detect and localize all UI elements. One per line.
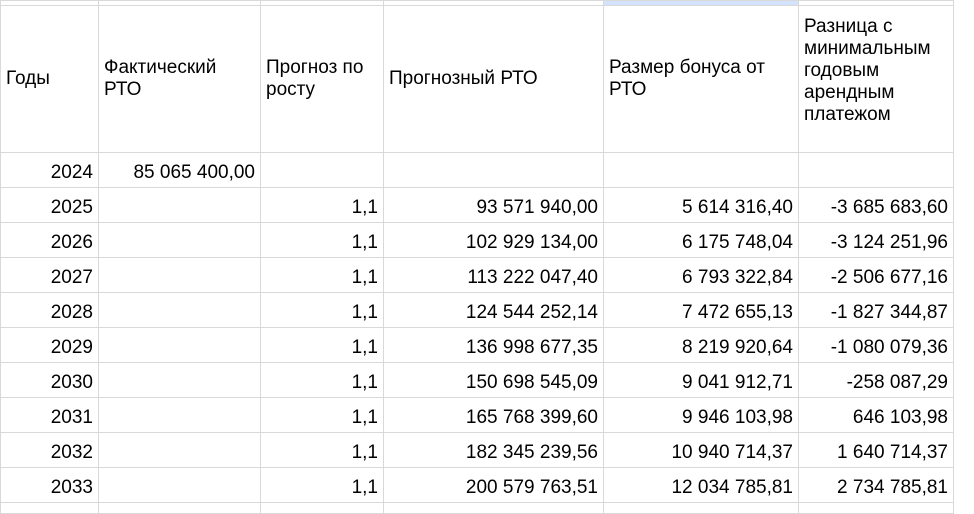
cell-growth[interactable]: [260, 152, 384, 188]
cell-bonus[interactable]: 7 472 655,13: [603, 292, 799, 328]
table-row: 2025 1,1 93 571 940,00 5 614 316,40 -3 685 6…: [0, 187, 954, 223]
cell-actual-rto[interactable]: [98, 362, 261, 398]
cell-year[interactable]: 2032: [0, 432, 99, 468]
cell-forecast-rto[interactable]: 165 768 399,60: [383, 397, 604, 433]
cell-difference[interactable]: 1 640 714,37: [798, 432, 954, 468]
cell-difference[interactable]: 646 103,98: [798, 397, 954, 433]
cell-year[interactable]: 2031: [0, 397, 99, 433]
header-cell-difference[interactable]: Разница с минимальным годовым арендным п…: [798, 5, 954, 153]
cell-growth[interactable]: 1,1: [260, 362, 384, 398]
cell-growth[interactable]: 1,1: [260, 432, 384, 468]
cell-actual-rto[interactable]: [98, 467, 261, 503]
cell-difference[interactable]: -1 827 344,87: [798, 292, 954, 328]
header-cell-forecast-rto[interactable]: Прогнозный РТО: [383, 5, 604, 153]
cell-actual-rto[interactable]: [98, 292, 261, 328]
cell[interactable]: [383, 502, 604, 514]
cell-bonus[interactable]: [603, 152, 799, 188]
cell-growth[interactable]: 1,1: [260, 397, 384, 433]
cell-actual-rto[interactable]: [98, 327, 261, 363]
cell-year[interactable]: 2025: [0, 187, 99, 223]
cell-bonus[interactable]: 6 793 322,84: [603, 257, 799, 293]
cell[interactable]: [603, 502, 799, 514]
cell-bonus[interactable]: 8 219 920,64: [603, 327, 799, 363]
cell-growth[interactable]: 1,1: [260, 467, 384, 503]
cell-year[interactable]: 2028: [0, 292, 99, 328]
cell-growth[interactable]: 1,1: [260, 222, 384, 258]
cell-bonus[interactable]: 6 175 748,04: [603, 222, 799, 258]
cell-forecast-rto[interactable]: 93 571 940,00: [383, 187, 604, 223]
cell-difference[interactable]: -2 506 677,16: [798, 257, 954, 293]
cell-difference[interactable]: [798, 152, 954, 188]
cell-bonus[interactable]: 5 614 316,40: [603, 187, 799, 223]
cell-actual-rto[interactable]: [98, 257, 261, 293]
cell-difference[interactable]: -258 087,29: [798, 362, 954, 398]
cell-growth[interactable]: 1,1: [260, 257, 384, 293]
cell-bonus[interactable]: 10 940 714,37: [603, 432, 799, 468]
cell-forecast-rto[interactable]: 182 345 239,56: [383, 432, 604, 468]
table-row: 2026 1,1 102 929 134,00 6 175 748,04 -3 124 …: [0, 222, 954, 258]
cell-year[interactable]: 2027: [0, 257, 99, 293]
table-row: 2028 1,1 124 544 252,14 7 472 655,13 -1 827 …: [0, 292, 954, 328]
cell-bonus[interactable]: 12 034 785,81: [603, 467, 799, 503]
partial-row: [0, 502, 954, 514]
table-row: 2031 1,1 165 768 399,60 9 946 103,98 646 103…: [0, 397, 954, 433]
header-cell-bonus[interactable]: Размер бонуса от РТО: [603, 5, 799, 153]
table-row: 2033 1,1 200 579 763,51 12 034 785,81 2 734 …: [0, 467, 954, 503]
table-row: 2029 1,1 136 998 677,35 8 219 920,64 -1 080 …: [0, 327, 954, 363]
cell-actual-rto[interactable]: 85 065 400,00: [98, 152, 261, 188]
cell-year[interactable]: 2026: [0, 222, 99, 258]
cell[interactable]: [260, 502, 384, 514]
cell-actual-rto[interactable]: [98, 432, 261, 468]
cell-growth[interactable]: 1,1: [260, 327, 384, 363]
cell-actual-rto[interactable]: [98, 187, 261, 223]
cell-difference[interactable]: -3 124 251,96: [798, 222, 954, 258]
cell-year[interactable]: 2029: [0, 327, 99, 363]
cell-difference[interactable]: -1 080 079,36: [798, 327, 954, 363]
table-row: 2030 1,1 150 698 545,09 9 041 912,71 -258 08…: [0, 362, 954, 398]
cell-actual-rto[interactable]: [98, 397, 261, 433]
cell-forecast-rto[interactable]: [383, 152, 604, 188]
cell-forecast-rto[interactable]: 136 998 677,35: [383, 327, 604, 363]
cell-difference[interactable]: 2 734 785,81: [798, 467, 954, 503]
cell-bonus[interactable]: 9 946 103,98: [603, 397, 799, 433]
cell-forecast-rto[interactable]: 124 544 252,14: [383, 292, 604, 328]
cell-growth[interactable]: 1,1: [260, 187, 384, 223]
spreadsheet-grid: Годы Фактический РТО Прогноз по росту Пр…: [0, 0, 954, 514]
header-cell-actual-rto[interactable]: Фактический РТО: [98, 5, 261, 153]
header-row: Годы Фактический РТО Прогноз по росту Пр…: [0, 5, 954, 153]
cell[interactable]: [0, 502, 99, 514]
cell-forecast-rto[interactable]: 113 222 047,40: [383, 257, 604, 293]
cell-growth[interactable]: 1,1: [260, 292, 384, 328]
cell[interactable]: [98, 502, 261, 514]
table-row: 2024 85 065 400,00: [0, 152, 954, 188]
header-cell-growth-forecast[interactable]: Прогноз по росту: [260, 5, 384, 153]
cell-bonus[interactable]: 9 041 912,71: [603, 362, 799, 398]
cell[interactable]: [798, 502, 954, 514]
cell-year[interactable]: 2030: [0, 362, 99, 398]
cell-year[interactable]: 2024: [0, 152, 99, 188]
header-cell-year[interactable]: Годы: [0, 5, 99, 153]
cell-difference[interactable]: -3 685 683,60: [798, 187, 954, 223]
cell-forecast-rto[interactable]: 102 929 134,00: [383, 222, 604, 258]
cell-forecast-rto[interactable]: 150 698 545,09: [383, 362, 604, 398]
cell-forecast-rto[interactable]: 200 579 763,51: [383, 467, 604, 503]
table-row: 2027 1,1 113 222 047,40 6 793 322,84 -2 506 …: [0, 257, 954, 293]
cell-year[interactable]: 2033: [0, 467, 99, 503]
table-row: 2032 1,1 182 345 239,56 10 940 714,37 1 640 …: [0, 432, 954, 468]
cell-actual-rto[interactable]: [98, 222, 261, 258]
